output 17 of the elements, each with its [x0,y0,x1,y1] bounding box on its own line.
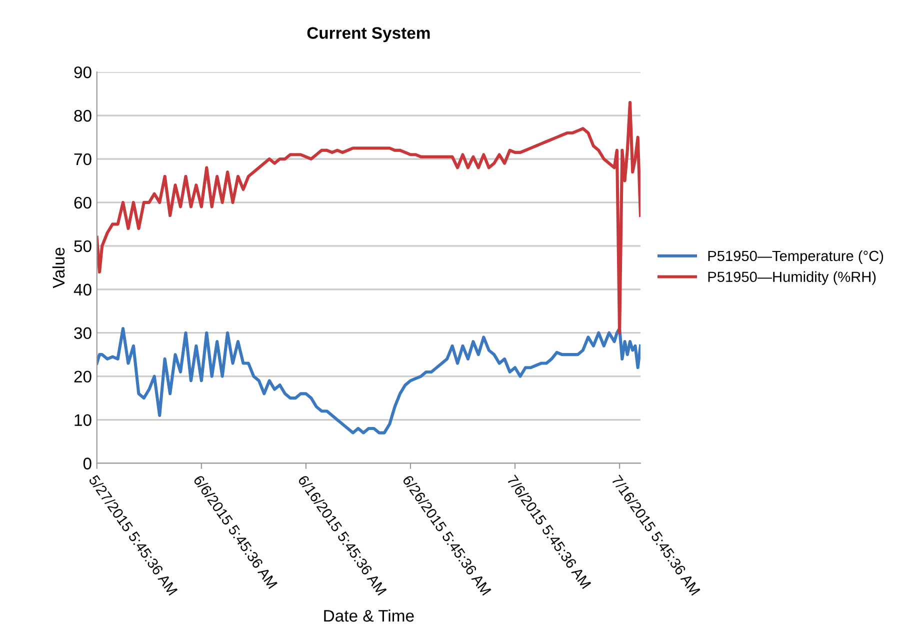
line-series [96,326,640,434]
y-tick-label: 80 [74,110,92,122]
legend-label: P51950—Humidity (%RH) [708,271,876,285]
y-tick-label: 70 [74,153,92,166]
y-tick-label: 40 [74,284,92,296]
x-axis-title: Date & Time [324,609,414,622]
legend-label: P51950—Temperature (°C) [708,250,884,264]
y-tick-label: 0 [83,458,92,470]
y-axis-title: Value [52,248,65,288]
y-tick-label: 90 [74,66,92,78]
y-tick-label: 50 [74,240,92,252]
y-tick-label: 30 [74,327,92,340]
y-tick-label: 10 [74,414,92,426]
y-tick-label: 20 [74,370,92,383]
y-tick-label: 60 [74,196,92,209]
line-series [96,100,640,334]
chart-title: Current System [307,27,430,42]
